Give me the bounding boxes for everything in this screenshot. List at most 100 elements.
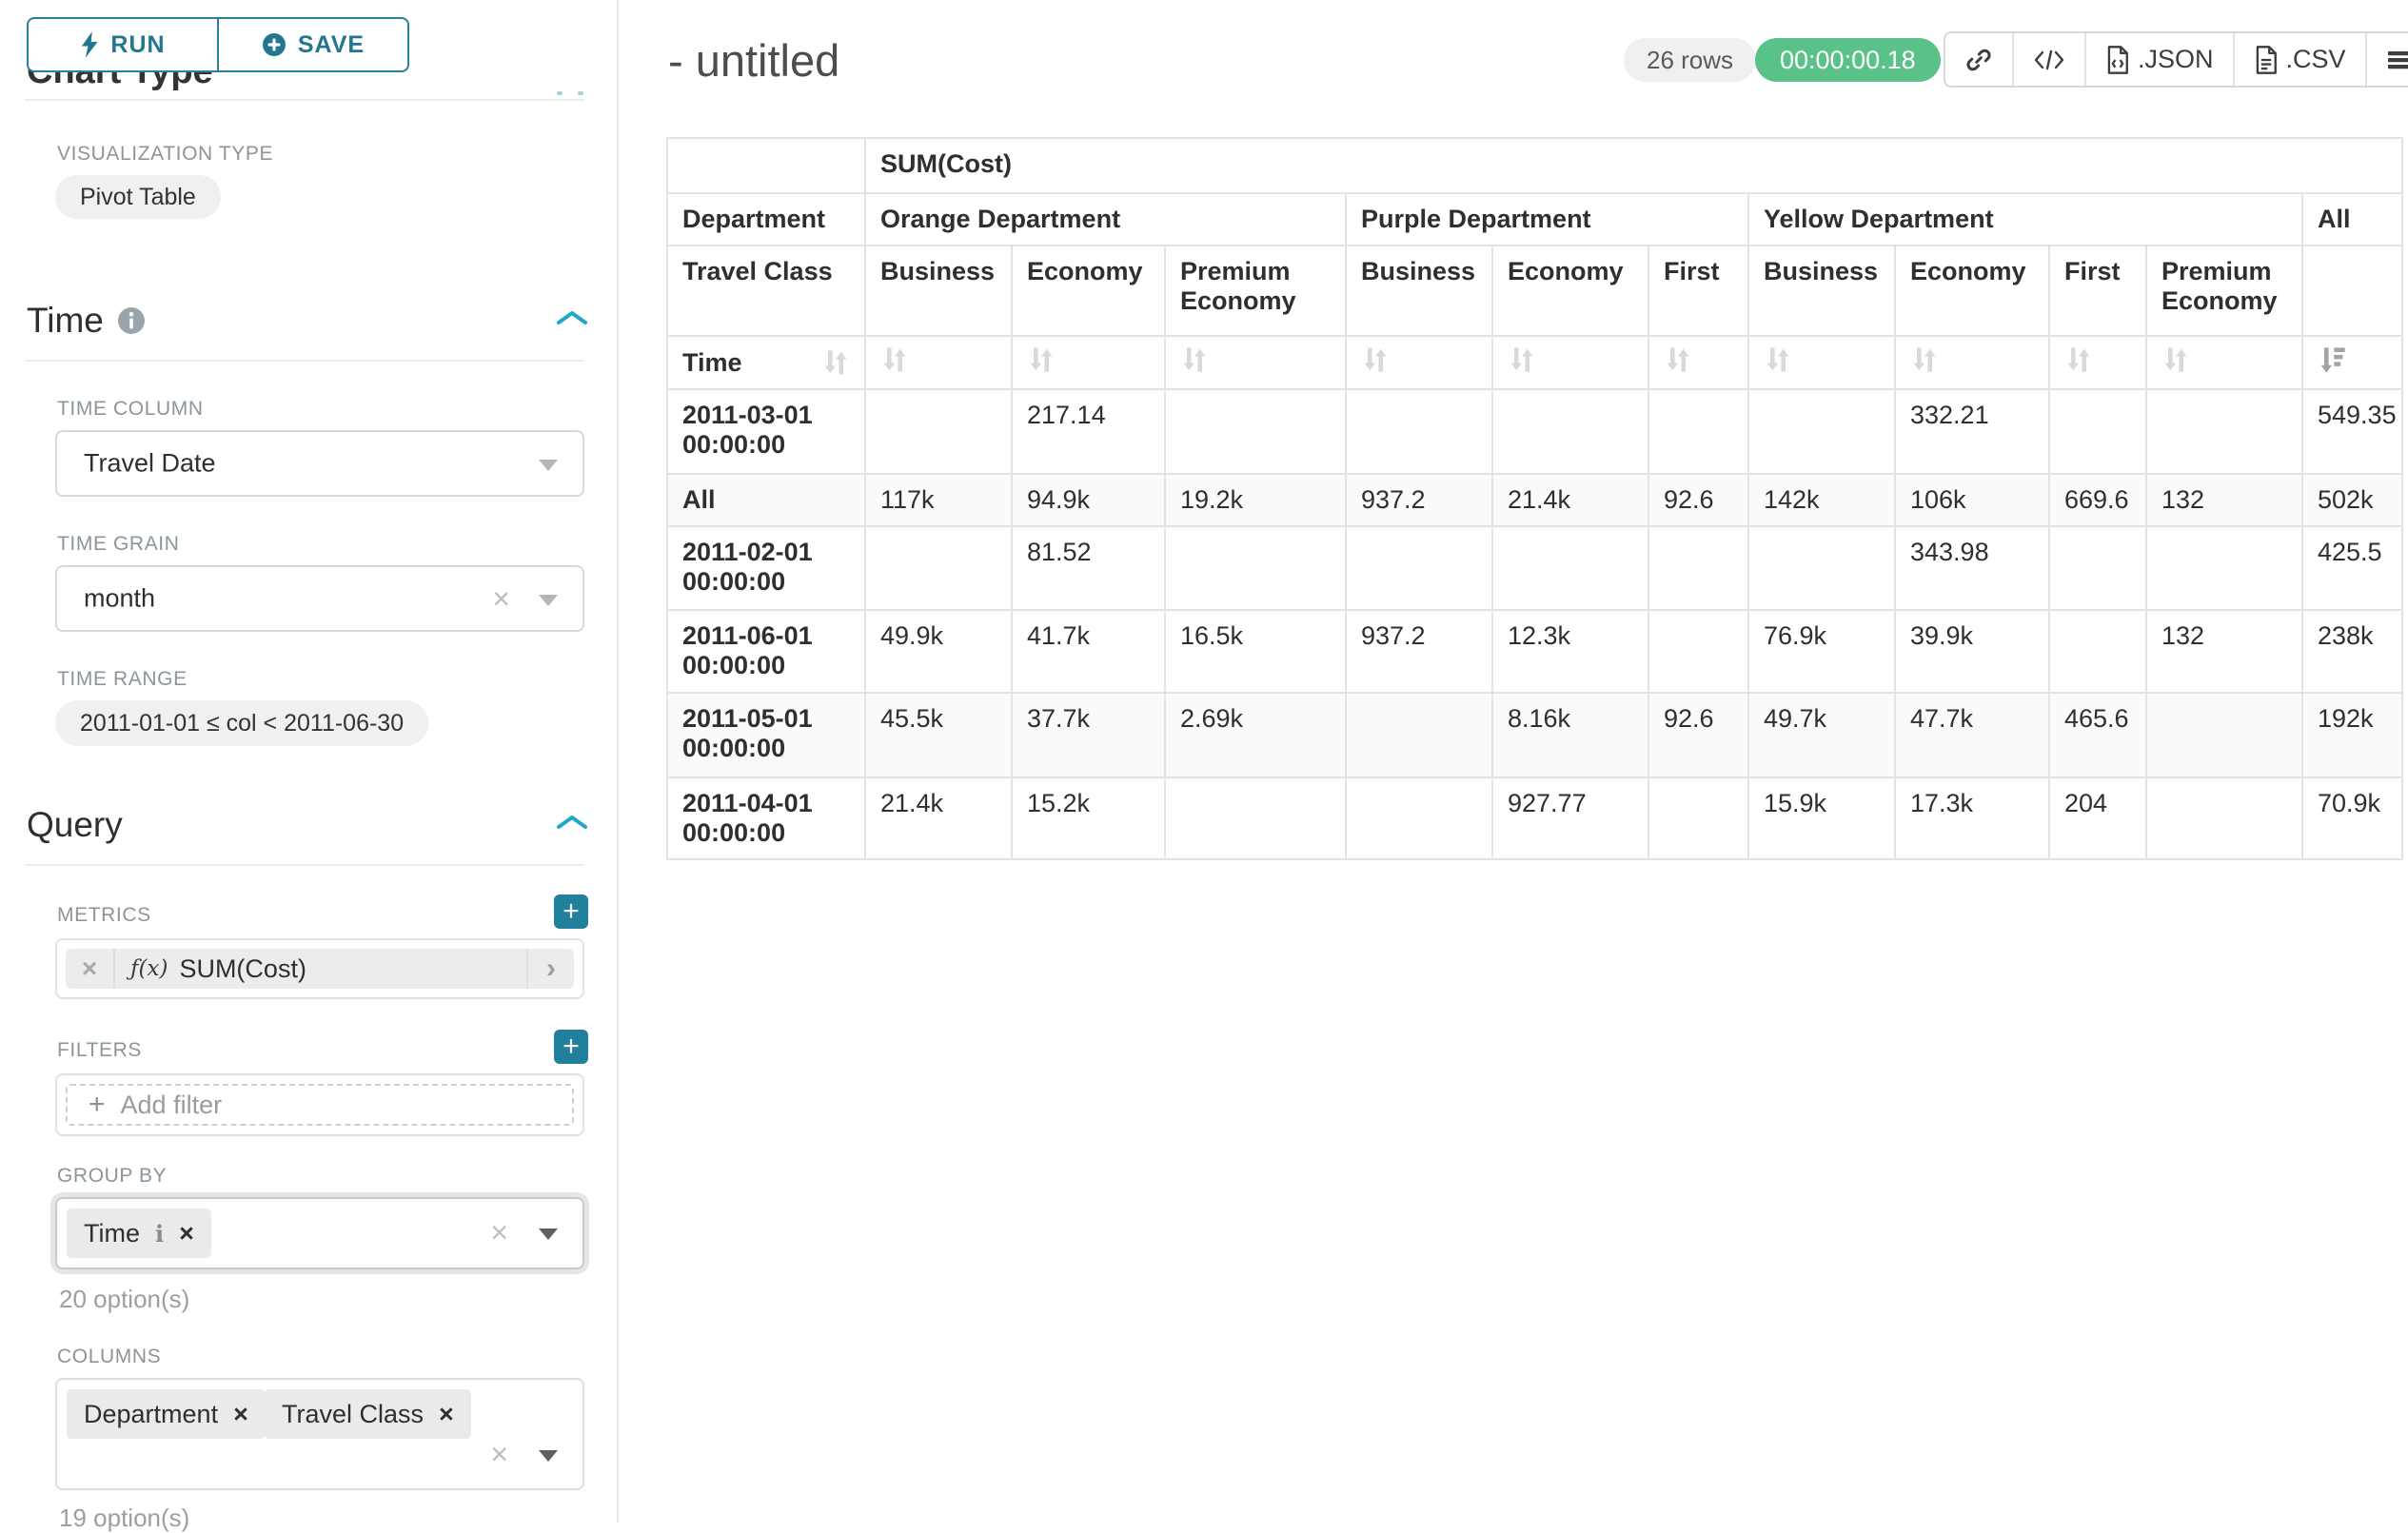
travel-class-header-row: Travel Class Business Economy Premium Ec…	[666, 245, 2403, 337]
save-button[interactable]: SAVE	[217, 19, 407, 70]
remove-tag-icon[interactable]: ×	[233, 1399, 248, 1428]
run-button[interactable]: RUN	[29, 19, 217, 70]
visualization-type-pill[interactable]: Pivot Table	[55, 175, 221, 219]
row-label: 2011-05-01 00:00:00	[666, 692, 866, 778]
add-metric-button[interactable]: +	[554, 894, 588, 929]
embed-code-button[interactable]	[2012, 33, 2084, 86]
clear-icon[interactable]: ×	[492, 581, 510, 616]
remove-tag-icon[interactable]: ×	[179, 1218, 194, 1248]
columns-select[interactable]: Department × Travel Class × ×	[55, 1378, 584, 1490]
remove-tag-icon[interactable]: ×	[439, 1399, 454, 1428]
sort-cell[interactable]	[2048, 335, 2147, 390]
time-column-select[interactable]: Travel Date	[55, 430, 584, 497]
metric-pill[interactable]: × ƒ(x) SUM(Cost) ›	[66, 949, 574, 989]
cell	[2048, 609, 2147, 694]
table-row: 2011-04-01 00:00:00 21.4k 15.2k 927.77 1…	[666, 776, 2403, 860]
cell: 21.4k	[864, 776, 1013, 860]
sort-cell[interactable]	[1011, 335, 1166, 390]
metric-header-cell: SUM(Cost)	[864, 137, 2403, 194]
time-section-title: Time	[27, 301, 146, 341]
class-header-cell: First	[1648, 245, 1749, 337]
clear-icon[interactable]: ×	[490, 1215, 508, 1249]
chevron-right-icon[interactable]: ›	[526, 949, 574, 989]
add-filter-label: Add filter	[120, 1090, 223, 1119]
class-header-cell: Business	[1345, 245, 1493, 337]
cell	[2145, 776, 2303, 860]
info-circle-icon	[117, 306, 146, 335]
cell: 937.2	[1345, 609, 1493, 694]
sort-cell[interactable]	[1648, 335, 1749, 390]
department-header-cell: Purple Department	[1345, 192, 1749, 246]
collapse-query-section-icon[interactable]	[556, 815, 588, 830]
class-header-cell: Economy	[1011, 245, 1166, 337]
cell	[1164, 388, 1347, 475]
cell: 70.9k	[2301, 776, 2403, 860]
cell: 117k	[864, 473, 1013, 527]
sort-cell[interactable]	[1894, 335, 2050, 390]
group-by-tag-label: Time	[84, 1218, 140, 1248]
collapse-time-section-icon[interactable]	[556, 310, 588, 325]
cell: 937.2	[1345, 473, 1493, 527]
copy-link-button[interactable]	[1945, 33, 2012, 86]
sort-row: Time	[666, 335, 2403, 390]
columns-tag: Department ×	[67, 1389, 266, 1439]
clear-icon[interactable]: ×	[490, 1437, 508, 1471]
sort-cell[interactable]	[1345, 335, 1493, 390]
sort-cell[interactable]	[2145, 335, 2303, 390]
sort-cell[interactable]	[1491, 335, 1649, 390]
export-csv-button[interactable]: .CSV	[2232, 33, 2365, 86]
plus-circle-icon	[262, 32, 286, 57]
export-json-label: .JSON	[2138, 45, 2214, 73]
cell: 217.14	[1011, 388, 1166, 475]
sort-cell-active[interactable]	[2301, 335, 2403, 390]
table-row: 2011-06-01 00:00:00 49.9k 41.7k 16.5k 93…	[666, 609, 2403, 694]
panel-divider	[617, 0, 619, 1523]
group-by-tag: Time i ×	[67, 1209, 211, 1258]
time-grain-select[interactable]: month ×	[55, 565, 584, 632]
chart-title[interactable]: - untitled	[668, 35, 840, 86]
cell	[864, 388, 1013, 475]
menu-button[interactable]	[2364, 33, 2408, 86]
sort-cell[interactable]	[1747, 335, 1896, 390]
cell	[1491, 525, 1649, 611]
class-header-empty-cell	[2301, 245, 2403, 337]
table-row: 2011-03-01 00:00:00 217.14 332.21 549.35	[666, 388, 2403, 475]
travel-class-axis-label: Travel Class	[666, 245, 866, 337]
sort-toggle-icon[interactable]	[821, 347, 850, 378]
group-by-select[interactable]: Time i × ×	[55, 1197, 584, 1269]
cell: 927.77	[1491, 776, 1649, 860]
time-grain-value: month	[84, 583, 156, 613]
class-header-cell: Premium Economy	[1164, 245, 1347, 337]
cell	[2048, 388, 2147, 475]
add-filter-button[interactable]: + Add filter	[66, 1084, 574, 1126]
row-count-badge: 26 rows	[1624, 38, 1757, 82]
cell	[1648, 609, 1749, 694]
time-grain-label: TIME GRAIN	[57, 533, 180, 555]
cell: 37.7k	[1011, 692, 1166, 778]
filters-label: FILTERS	[57, 1039, 142, 1061]
cell: 549.35	[2301, 388, 2403, 475]
cell	[1164, 776, 1347, 860]
caret-down-icon	[539, 595, 558, 606]
cell	[2048, 525, 2147, 611]
results-toolbar: .JSON .CSV	[1944, 31, 2408, 88]
class-header-cell: First	[2048, 245, 2147, 337]
sort-toggle-icon	[1361, 344, 1390, 375]
cell: 142k	[1747, 473, 1896, 527]
bolt-icon	[80, 31, 99, 58]
export-csv-label: .CSV	[2285, 45, 2346, 73]
remove-metric-icon[interactable]: ×	[66, 949, 115, 989]
cell	[1345, 692, 1493, 778]
save-button-label: SAVE	[297, 30, 365, 58]
cell: 41.7k	[1011, 609, 1166, 694]
cell: 465.6	[2048, 692, 2147, 778]
metric-name: SUM(Cost)	[179, 953, 306, 983]
sort-cell[interactable]	[864, 335, 1013, 390]
export-json-button[interactable]: .JSON	[2084, 33, 2233, 86]
cell: 332.21	[1894, 388, 2050, 475]
time-range-pill[interactable]: 2011-01-01 ≤ col < 2011-06-30	[55, 700, 429, 746]
add-filter-plus-button[interactable]: +	[554, 1030, 588, 1064]
sort-cell[interactable]	[1164, 335, 1347, 390]
cell	[1491, 388, 1649, 475]
row-label: All	[666, 473, 866, 527]
